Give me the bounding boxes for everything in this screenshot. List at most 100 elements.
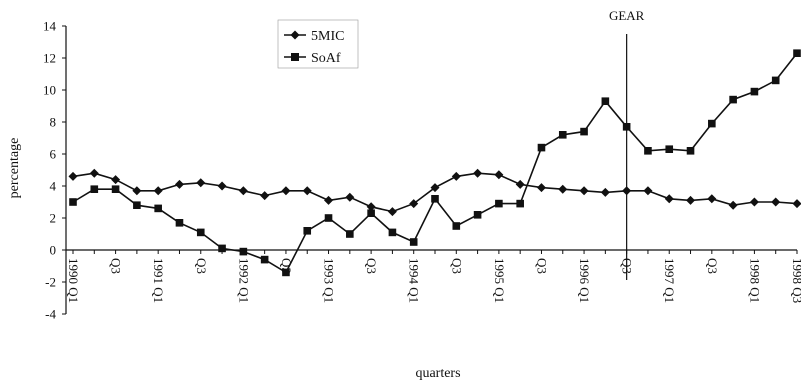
x-tick-label: 1993 Q1 [322, 258, 337, 303]
point-5mic [451, 171, 461, 181]
point-soaf [303, 227, 312, 235]
point-5mic [771, 197, 781, 207]
point-soaf [133, 201, 141, 209]
x-tick-label: Q3 [449, 258, 464, 274]
y-tick-label: -4 [45, 307, 56, 322]
point-soaf [260, 255, 269, 264]
point-5mic [792, 199, 801, 209]
point-5mic [728, 200, 738, 210]
point-soaf [601, 97, 610, 105]
y-tick-labels: -4 -2 0 2 4 6 8 10 12 14 [43, 19, 57, 322]
x-tick-label: 1997 Q1 [662, 258, 677, 303]
point-5mic [494, 170, 504, 180]
point-5mic [664, 194, 674, 204]
y-tick-label: -2 [45, 275, 56, 290]
point-soaf [388, 228, 397, 237]
gear-label: GEAR [609, 8, 645, 23]
point-5mic [686, 195, 696, 205]
point-5mic [579, 186, 589, 196]
point-soaf [154, 204, 162, 213]
point-soaf [750, 87, 759, 96]
point-5mic [68, 171, 78, 181]
point-5mic [302, 186, 312, 196]
point-soaf [367, 209, 375, 217]
point-5mic [89, 168, 99, 178]
x-tick-labels: 1990 Q1 Q3 1991 Q1 Q3 1992 Q1 Q3 1993 Q1 Q3 1994… [66, 258, 801, 303]
y-tick-label: 4 [50, 179, 57, 194]
y-tick-label: 14 [43, 19, 57, 34]
x-tick-label: Q3 [364, 258, 379, 274]
point-soaf [346, 230, 354, 238]
y-tick-label: 0 [50, 243, 57, 258]
point-5mic [111, 175, 121, 185]
point-5mic [558, 184, 568, 194]
point-soaf [409, 238, 418, 246]
point-5mic [643, 186, 653, 196]
gear-annotation: GEAR [609, 8, 645, 280]
x-tick-label: 1996 Q1 [577, 258, 592, 303]
y-tick-label: 8 [50, 115, 57, 130]
legend: 5MIC SoAf [277, 19, 359, 69]
series-lines [72, 52, 798, 274]
point-5mic [749, 197, 759, 207]
point-5mic [409, 199, 419, 209]
x-tick-label: Q3 [705, 258, 720, 274]
point-5mic [536, 183, 546, 193]
x-axis-title: quarters [415, 366, 460, 381]
point-soaf [622, 123, 631, 131]
point-5mic [324, 195, 334, 205]
point-5mic [345, 192, 355, 202]
y-tick-label: 12 [43, 51, 56, 66]
x-tick-label: Q3 [194, 258, 209, 274]
point-5mic [238, 186, 248, 196]
point-soaf [580, 127, 588, 136]
point-soaf [665, 145, 674, 153]
point-5mic [174, 179, 184, 189]
point-soaf [452, 222, 461, 230]
series-line-soaf [72, 52, 798, 274]
point-soaf [495, 199, 503, 208]
x-tick-label: 1998 Q1 [747, 258, 762, 303]
x-tick-label: Q3 [109, 258, 124, 274]
legend-soaf-label: SoAf [311, 51, 341, 66]
y-axis-title: percentage [7, 138, 22, 199]
point-soaf [537, 143, 546, 152]
y-tick-label: 10 [43, 83, 56, 98]
x-tick-label: Q3 [534, 258, 549, 274]
x-tick-label: 1994 Q1 [407, 258, 422, 303]
x-tick-label: 1991 Q1 [151, 258, 166, 303]
point-soaf [686, 147, 695, 155]
y-tick-label: 6 [50, 147, 57, 162]
x-tick-label: 1995 Q1 [492, 258, 507, 303]
point-soaf [239, 247, 248, 256]
y-axis [62, 25, 67, 315]
legend-5mic-diamond-icon [290, 30, 300, 40]
point-soaf [90, 185, 99, 193]
y-tick-label: 2 [50, 211, 57, 226]
point-5mic [153, 186, 163, 196]
point-5mic [366, 202, 376, 212]
point-soaf [729, 95, 737, 104]
point-5mic [260, 191, 270, 201]
point-soaf [708, 119, 716, 128]
point-5mic [515, 179, 525, 189]
point-soaf [218, 244, 226, 253]
x-tick-label: 1992 Q1 [236, 258, 251, 303]
x-axis [66, 249, 798, 254]
point-soaf [644, 147, 652, 155]
point-5mic [707, 194, 717, 204]
point-soaf [558, 131, 567, 139]
point-5mic [473, 168, 483, 178]
legend-5mic-label: 5MIC [311, 29, 344, 44]
point-soaf [175, 219, 184, 227]
point-soaf [516, 199, 524, 208]
point-soaf [473, 211, 482, 219]
point-soaf [196, 228, 205, 237]
point-5mic [600, 187, 610, 197]
point-soaf [771, 76, 780, 85]
point-5mic [217, 181, 227, 191]
series-line-5mic [72, 172, 798, 213]
point-5mic [281, 186, 291, 196]
point-5mic [430, 183, 440, 193]
